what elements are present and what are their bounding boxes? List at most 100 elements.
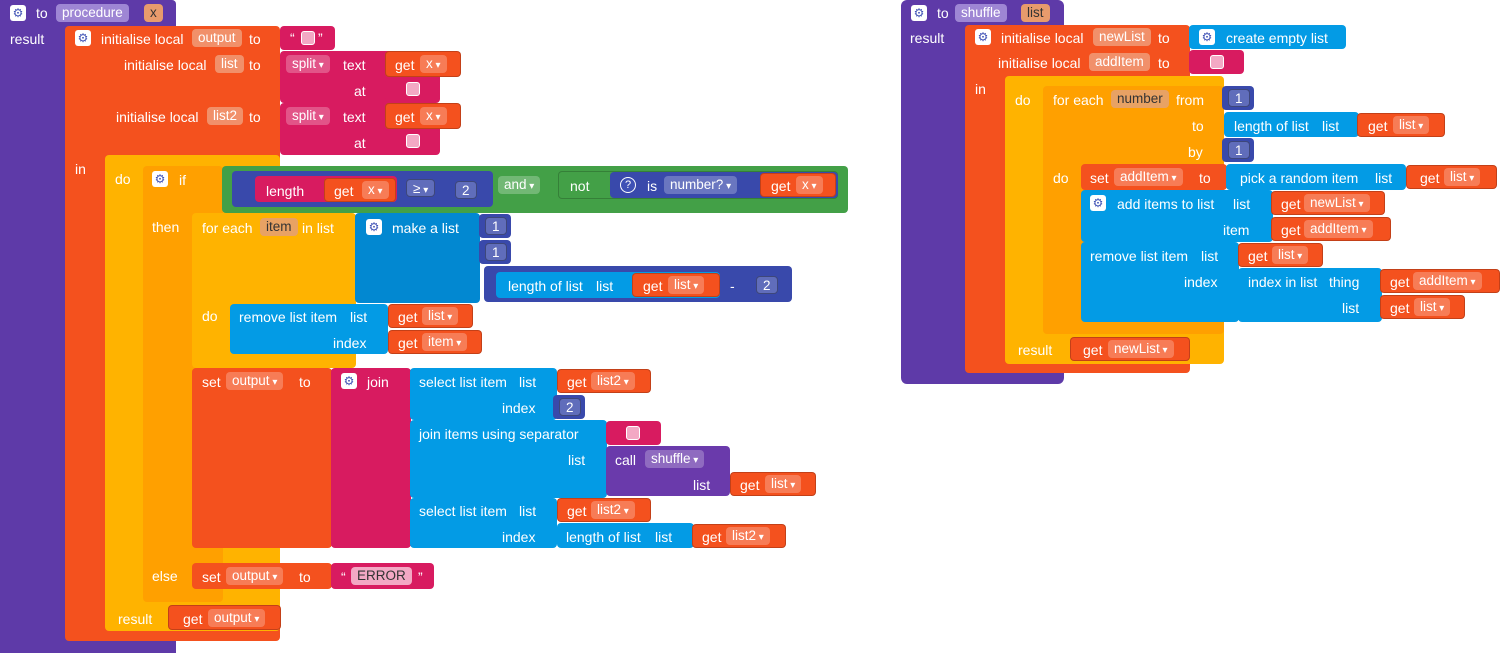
number-2-field[interactable]: 2 (559, 398, 581, 416)
proc-result-label: result (10, 31, 45, 47)
at-label: at (354, 135, 366, 151)
gear-icon[interactable]: ⚙ (1199, 29, 1215, 45)
gear-icon[interactable]: ⚙ (975, 29, 991, 45)
number-2-field[interactable]: 2 (756, 276, 778, 294)
list-label: list (1342, 300, 1360, 316)
get-x-dropdown[interactable]: x (796, 176, 823, 194)
select-list-item-label: select list item (419, 374, 507, 390)
number-check-dropdown[interactable]: number? (664, 176, 738, 194)
string-value[interactable] (626, 426, 640, 440)
remove-list-item-block[interactable] (1081, 242, 1239, 322)
get-list-dropdown[interactable]: list (668, 276, 705, 294)
var-item[interactable]: item (260, 218, 298, 236)
split-dropdown[interactable]: split (286, 107, 330, 125)
pick-random-block[interactable] (1226, 164, 1406, 190)
string-value[interactable] (1210, 55, 1224, 69)
var-list[interactable]: list (215, 55, 244, 73)
get-list-dropdown[interactable]: list (1393, 116, 1430, 134)
shuffle-to-label: to (937, 5, 949, 21)
to-label: to (249, 109, 261, 125)
get-list-dropdown[interactable]: list (1414, 298, 1451, 316)
get-newList-dropdown[interactable]: newList (1108, 340, 1174, 358)
get-list-dropdown[interactable]: list (765, 475, 802, 493)
var-number[interactable]: number (1111, 90, 1169, 108)
select-list-item-block[interactable] (410, 498, 557, 548)
quote-open: “ (341, 569, 346, 585)
get-x-dropdown[interactable]: x (420, 107, 447, 125)
compare-operator-dropdown[interactable]: ≥ (406, 179, 436, 197)
var-newList[interactable]: newList (1093, 28, 1151, 46)
set-output-dropdown[interactable]: output (226, 567, 284, 585)
var-addItem[interactable]: addItem (1089, 53, 1150, 71)
select-list-item-block[interactable] (410, 368, 557, 420)
get-item-dropdown[interactable]: item (422, 333, 468, 351)
length-label: length (266, 183, 305, 199)
get-list2-dropdown[interactable]: list2 (726, 527, 770, 545)
remove-list-item-block[interactable] (230, 304, 388, 354)
get-list-dropdown[interactable]: list (422, 307, 459, 325)
gear-icon[interactable]: ⚙ (75, 30, 91, 46)
get-addItem-dropdown[interactable]: addItem (1304, 220, 1373, 238)
get-newList-dropdown[interactable]: newList (1304, 194, 1370, 212)
var-list2[interactable]: list2 (207, 107, 244, 125)
error-string-field[interactable]: ERROR (351, 567, 412, 585)
index-in-list-block[interactable] (1238, 268, 1382, 322)
to-label: to (299, 569, 311, 585)
number-1-field[interactable]: 1 (1228, 89, 1250, 107)
add-items-block[interactable] (1081, 190, 1273, 242)
shuffle-param-list[interactable]: list (1021, 4, 1050, 22)
join-items-block[interactable] (410, 420, 607, 498)
set-output-block[interactable] (192, 368, 332, 548)
call-procedure-dropdown[interactable]: shuffle (645, 450, 705, 468)
create-empty-list-block[interactable] (1189, 25, 1346, 49)
minus-operator[interactable]: - (730, 278, 735, 294)
proc-param-x[interactable]: x (144, 4, 163, 22)
to-label: to (1158, 30, 1170, 46)
get-label: get (398, 309, 418, 325)
join-block[interactable] (331, 368, 411, 548)
number-1-field[interactable]: 1 (485, 243, 507, 261)
string-value[interactable] (406, 134, 420, 148)
string-value[interactable] (406, 82, 420, 96)
index-in-list-label: index in list (1248, 274, 1318, 290)
gear-icon[interactable]: ⚙ (911, 5, 927, 21)
number-1-field[interactable]: 1 (485, 217, 507, 235)
result-label: result (1018, 342, 1053, 358)
split-dropdown[interactable]: split (286, 55, 330, 73)
result-label: result (118, 611, 153, 627)
is-label: is (647, 178, 658, 194)
get-x-dropdown[interactable]: x (420, 55, 447, 73)
shuffle-name-field[interactable]: shuffle (955, 4, 1007, 22)
length-of-list-block[interactable] (557, 523, 694, 548)
gear-icon[interactable]: ⚙ (152, 171, 168, 187)
gear-icon[interactable]: ⚙ (366, 219, 382, 235)
gear-icon[interactable]: ⚙ (10, 5, 26, 21)
get-list-dropdown[interactable]: list (1444, 168, 1481, 186)
gear-icon[interactable]: ⚙ (341, 373, 357, 389)
list-param-label: list (693, 477, 711, 493)
set-output-dropdown[interactable]: output (226, 372, 284, 390)
get-addItem-dropdown[interactable]: addItem (1413, 272, 1482, 290)
to-label: to (1199, 170, 1211, 186)
get-output-dropdown[interactable]: output (208, 609, 266, 627)
get-x-dropdown[interactable]: x (362, 181, 389, 199)
and-dropdown[interactable]: and (498, 176, 541, 194)
number-1-field[interactable]: 1 (1228, 141, 1250, 159)
get-label: get (183, 611, 203, 627)
var-output[interactable]: output (192, 29, 242, 47)
get-label: get (1420, 170, 1440, 186)
get-label: get (1281, 196, 1301, 212)
length-of-list-block[interactable] (1224, 112, 1359, 137)
string-value[interactable] (301, 31, 315, 45)
get-list2-dropdown[interactable]: list2 (591, 501, 635, 519)
gear-icon[interactable]: ⚙ (1090, 195, 1106, 211)
set-label: set (202, 374, 221, 390)
question-mark-icon[interactable]: ? (620, 177, 636, 193)
number-2-field[interactable]: 2 (455, 181, 477, 199)
set-addItem-dropdown[interactable]: addItem (1114, 168, 1183, 186)
get-list-dropdown[interactable]: list (1272, 246, 1309, 264)
get-label: get (395, 109, 415, 125)
get-list2-dropdown[interactable]: list2 (591, 372, 635, 390)
quote-open: “ (290, 30, 295, 46)
proc-name-field[interactable]: procedure (56, 4, 129, 22)
